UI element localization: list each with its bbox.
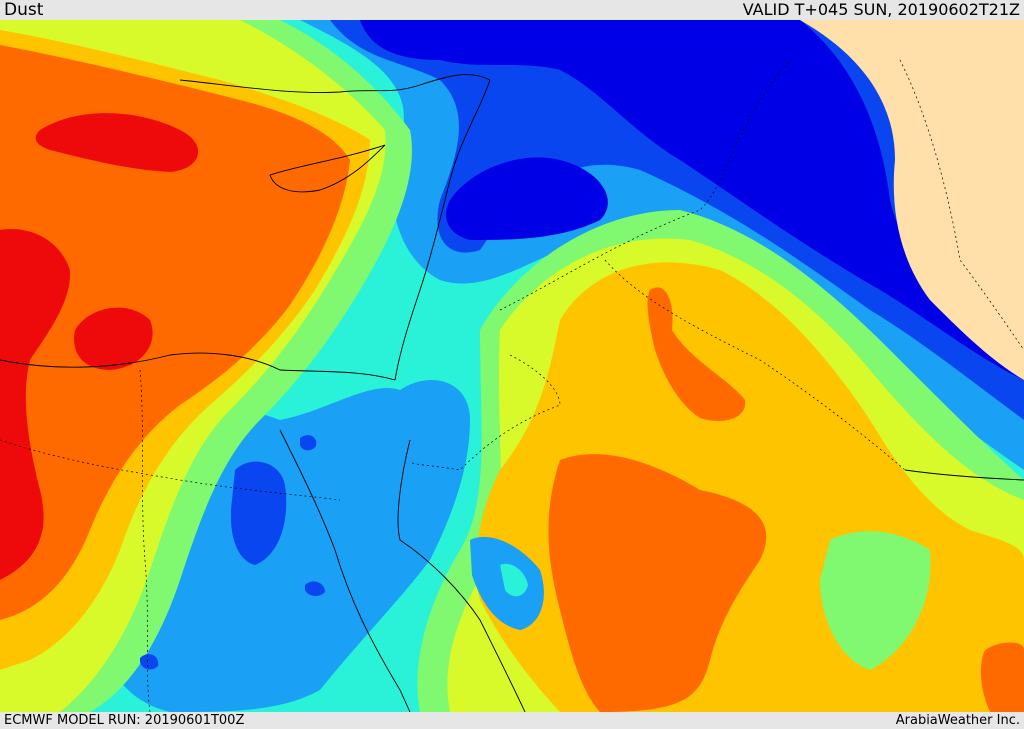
- field-deepest-blue: [360, 20, 1024, 380]
- border-syria-iraq: [499, 59, 791, 311]
- coastline-red-sea-east: [397, 439, 526, 712]
- header-bar: Dust VALID T+045 SUN, 20190602T21Z: [0, 0, 1024, 20]
- dust-forecast-map: [0, 20, 1024, 712]
- credit-label: ArabiaWeather Inc.: [895, 713, 1020, 728]
- field-orange-arabia-1: [647, 287, 746, 421]
- field-yellow-green-arabia-patch: [820, 531, 931, 670]
- footer-bar: ECMWF MODEL RUN: 20190601T00Z ArabiaWeat…: [0, 712, 1024, 729]
- field-orange-arabia-3: [980, 642, 1024, 712]
- valid-time-label: VALID T+045 SUN, 20190602T21Z: [742, 0, 1020, 19]
- field-no-data: [800, 20, 1024, 380]
- coastline-levant: [394, 79, 491, 381]
- border-egypt-libya: [139, 369, 151, 712]
- model-run-label: ECMWF MODEL RUN: 20190601T00Z: [4, 713, 245, 728]
- field-orange-arabia-2: [548, 454, 767, 712]
- field-blue-blob-egypt-3: [305, 581, 325, 596]
- coastlines: [0, 74, 1024, 712]
- border-saudi-iraq: [604, 259, 906, 471]
- field-mid-red-sea: [500, 563, 528, 597]
- field-red-west-2: [0, 229, 71, 581]
- border-jordan: [409, 354, 561, 471]
- coastline-cyprus: [269, 144, 386, 193]
- field-blue-blob-egypt-1: [230, 461, 287, 565]
- field-red-west-3: [74, 307, 153, 370]
- field-orange-west: [0, 45, 350, 620]
- field-red-west-1: [35, 113, 199, 172]
- field-blue-blob-egypt-2: [300, 435, 317, 451]
- map-canvas: [0, 20, 1024, 712]
- coastline-turkey: [179, 74, 491, 93]
- field-blue-blob-egypt-4: [140, 654, 159, 670]
- borders: [0, 59, 1024, 712]
- border-iran: [899, 59, 1024, 351]
- product-title: Dust: [4, 0, 44, 20]
- coastline-egypt-north: [0, 352, 396, 381]
- coastline-gulf: [904, 469, 1024, 481]
- field-deepest-blue-levant: [446, 157, 608, 240]
- border-sudan: [0, 439, 341, 501]
- coastline-red-sea-west: [279, 429, 411, 712]
